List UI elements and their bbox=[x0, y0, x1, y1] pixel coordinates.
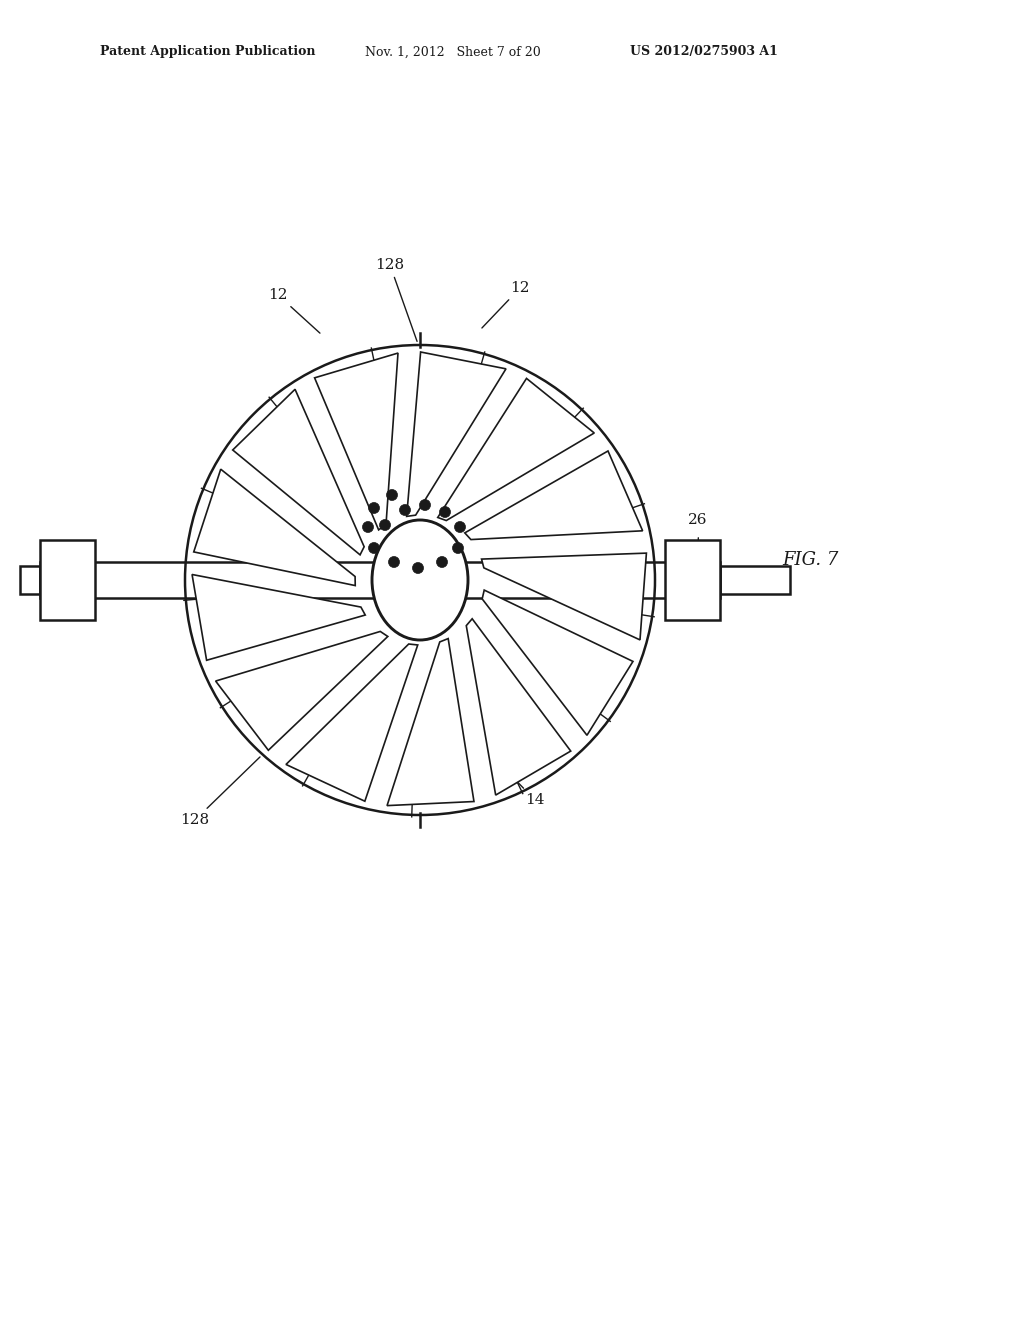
Circle shape bbox=[380, 520, 390, 531]
Polygon shape bbox=[20, 566, 40, 594]
Text: Nov. 1, 2012   Sheet 7 of 20: Nov. 1, 2012 Sheet 7 of 20 bbox=[365, 45, 541, 58]
Polygon shape bbox=[314, 352, 398, 529]
Text: 26: 26 bbox=[688, 513, 708, 527]
Polygon shape bbox=[481, 553, 646, 640]
Polygon shape bbox=[437, 379, 594, 520]
Text: 12: 12 bbox=[482, 281, 529, 327]
Text: US 2012/0275903 A1: US 2012/0275903 A1 bbox=[630, 45, 778, 58]
Polygon shape bbox=[232, 389, 365, 554]
Circle shape bbox=[369, 503, 380, 513]
Polygon shape bbox=[40, 562, 720, 598]
Polygon shape bbox=[387, 639, 474, 805]
Polygon shape bbox=[216, 631, 388, 750]
Circle shape bbox=[420, 499, 430, 511]
Text: 12: 12 bbox=[268, 288, 319, 333]
Text: 128: 128 bbox=[180, 756, 260, 828]
Polygon shape bbox=[407, 352, 506, 516]
Polygon shape bbox=[465, 451, 643, 540]
Polygon shape bbox=[720, 566, 790, 594]
Circle shape bbox=[399, 504, 411, 516]
Polygon shape bbox=[482, 590, 633, 735]
Circle shape bbox=[362, 521, 374, 532]
Circle shape bbox=[436, 557, 447, 568]
Text: 128: 128 bbox=[376, 257, 417, 342]
Circle shape bbox=[455, 521, 466, 532]
Polygon shape bbox=[194, 469, 355, 586]
Circle shape bbox=[369, 543, 380, 553]
Polygon shape bbox=[40, 540, 95, 620]
Polygon shape bbox=[466, 619, 570, 795]
Circle shape bbox=[388, 557, 399, 568]
Circle shape bbox=[453, 543, 464, 553]
Text: 120: 120 bbox=[108, 564, 122, 593]
Text: Patent Application Publication: Patent Application Publication bbox=[100, 45, 315, 58]
Circle shape bbox=[439, 507, 451, 517]
Circle shape bbox=[386, 490, 397, 500]
Circle shape bbox=[413, 562, 424, 573]
Polygon shape bbox=[286, 644, 418, 801]
Polygon shape bbox=[193, 574, 366, 660]
Text: 14: 14 bbox=[500, 764, 545, 807]
Ellipse shape bbox=[372, 520, 468, 640]
Text: FIG. 7: FIG. 7 bbox=[781, 550, 839, 569]
Polygon shape bbox=[665, 540, 720, 620]
